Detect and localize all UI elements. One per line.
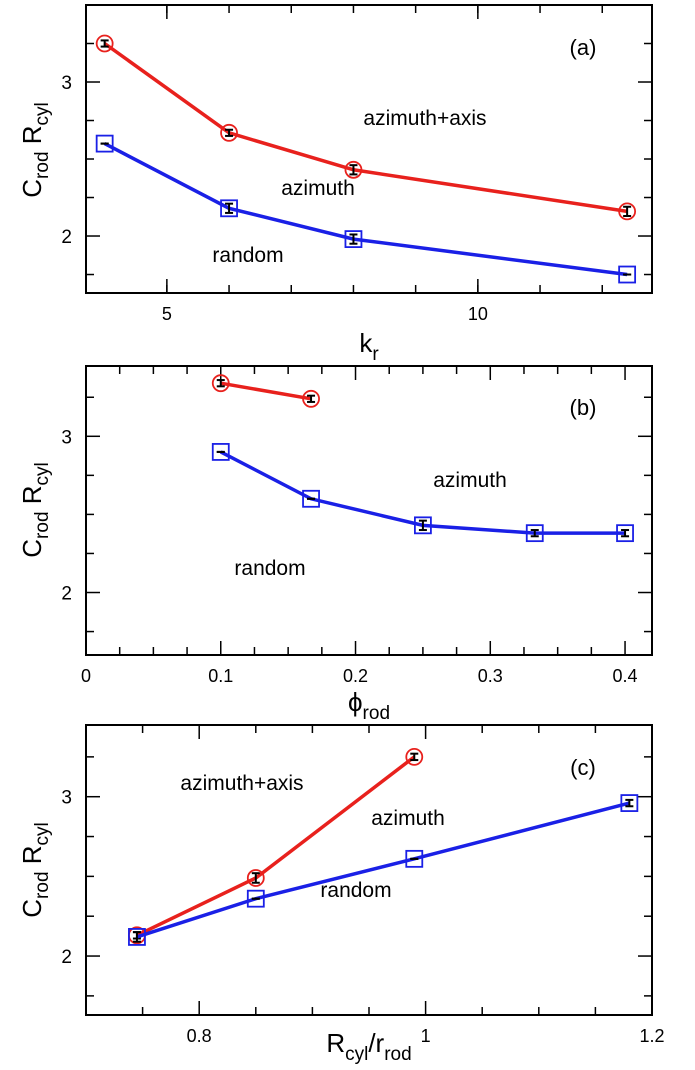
x-axis-label-part: cyl bbox=[345, 1044, 368, 1065]
data-point-square bbox=[220, 199, 238, 218]
y-axis-label: Crod Rcyl bbox=[17, 462, 53, 557]
x-axis-label: ϕrod bbox=[348, 687, 390, 724]
panel-label: (a) bbox=[570, 35, 597, 60]
y-axis-label-part: R bbox=[17, 125, 47, 151]
y-axis-label-part: rod bbox=[32, 151, 53, 178]
data-point-circle bbox=[211, 374, 230, 393]
x-axis-label-part: rod bbox=[384, 1044, 411, 1065]
y-axis-label-part: cyl bbox=[32, 822, 53, 845]
x-tick-label: 0.2 bbox=[343, 666, 368, 686]
x-axis-label: kr bbox=[359, 328, 379, 365]
y-tick-label: 2 bbox=[61, 584, 72, 605]
data-point-square bbox=[246, 889, 265, 908]
region-annotation: random bbox=[212, 244, 283, 267]
y-axis-label-part: C bbox=[17, 539, 47, 558]
data-point-square bbox=[414, 516, 432, 535]
x-tick-label: 0 bbox=[81, 666, 91, 686]
x-axis-label-part: k bbox=[359, 328, 373, 358]
region-annotation: azimuth+axis bbox=[180, 772, 303, 795]
y-axis-label-part: R bbox=[17, 845, 47, 871]
y-axis-label: Crod Rcyl bbox=[17, 822, 53, 917]
panel-label: (b) bbox=[570, 395, 597, 420]
y-axis-label-part: C bbox=[17, 179, 47, 198]
x-tick-label: 10 bbox=[468, 304, 488, 324]
plot-frame bbox=[85, 365, 653, 656]
data-point-square bbox=[302, 489, 320, 508]
data-point-square bbox=[525, 524, 544, 543]
panel-a: 5 10 2 3 Crod Rcyl kr (a) azimuth+axis azimuth ra… bbox=[17, 4, 653, 365]
region-annotation: azimuth bbox=[433, 469, 507, 492]
region-annotation: azimuth bbox=[281, 177, 355, 200]
region-annotation: azimuth bbox=[371, 807, 445, 830]
y-tick-label: 2 bbox=[61, 947, 72, 968]
x-tick-label: 1 bbox=[421, 1026, 431, 1046]
data-point-square bbox=[616, 524, 634, 543]
y-axis-label-part: C bbox=[17, 899, 47, 918]
series-red-line bbox=[103, 42, 628, 214]
y-axis-label: Crod Rcyl bbox=[17, 102, 53, 197]
y-tick-label: 3 bbox=[61, 788, 72, 809]
data-point-square bbox=[618, 265, 637, 284]
x-axis-label: Rcyl/rrod bbox=[326, 1028, 411, 1065]
data-point-circle bbox=[246, 869, 265, 887]
region-annotation: random bbox=[234, 557, 305, 580]
data-point-square bbox=[211, 443, 230, 461]
x-axis-label-part: R bbox=[326, 1028, 345, 1058]
y-axis-label-part: rod bbox=[32, 511, 53, 538]
x-tick-label: 0.1 bbox=[208, 666, 233, 686]
y-tick-label: 2 bbox=[61, 227, 72, 248]
data-point-square bbox=[128, 928, 146, 946]
data-point-circle bbox=[220, 123, 238, 142]
panel-label: (c) bbox=[570, 755, 596, 780]
plot-frame bbox=[85, 4, 653, 294]
x-axis-label-part: ϕ bbox=[348, 687, 363, 717]
y-axis-label-part: cyl bbox=[32, 102, 53, 125]
data-point-circle bbox=[302, 389, 320, 408]
series-blue-line bbox=[136, 801, 630, 939]
x-tick-label: 5 bbox=[162, 304, 172, 324]
data-point-square bbox=[405, 849, 424, 868]
data-point-circle bbox=[95, 34, 114, 53]
data-point-circle bbox=[618, 202, 637, 221]
x-axis-label-part: /r bbox=[368, 1028, 384, 1058]
x-axis-label-part: rod bbox=[363, 703, 390, 724]
data-point-circle bbox=[344, 160, 363, 179]
data-point-square bbox=[344, 230, 363, 248]
x-tick-label: 1.2 bbox=[639, 1026, 664, 1046]
x-tick-label: 0.8 bbox=[187, 1026, 212, 1046]
y-axis-label-part: R bbox=[17, 485, 47, 511]
region-annotation: azimuth+axis bbox=[363, 107, 486, 130]
data-point-circle bbox=[405, 747, 424, 766]
x-tick-label: 0.3 bbox=[478, 666, 503, 686]
y-axis-label-part: rod bbox=[32, 871, 53, 898]
x-tick-label: 0.4 bbox=[613, 666, 638, 686]
data-point-square bbox=[620, 794, 639, 812]
y-tick-label: 3 bbox=[61, 73, 72, 94]
data-point-square bbox=[95, 134, 114, 153]
series-red-line bbox=[220, 381, 312, 401]
series-blue-line bbox=[103, 142, 628, 277]
y-tick-label: 3 bbox=[61, 427, 72, 448]
y-axis-label-part: cyl bbox=[32, 462, 53, 485]
region-annotation: random bbox=[320, 879, 391, 902]
x-axis-label-part: r bbox=[372, 344, 379, 365]
